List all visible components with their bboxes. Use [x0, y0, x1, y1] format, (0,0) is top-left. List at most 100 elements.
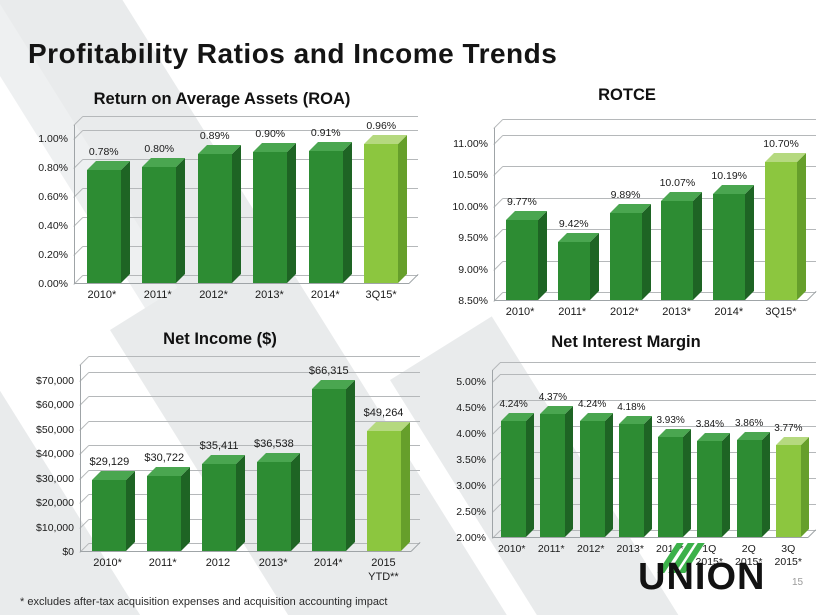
bar — [311, 380, 355, 551]
gridline — [83, 275, 418, 276]
bar-value-label: 4.18% — [617, 402, 646, 413]
gridline — [89, 543, 420, 544]
y-tick-label: $0 — [62, 546, 74, 558]
bars-container: 4.24% 4.37% 4.24% 4.18% 3.93% 3.84% 3.86% 3.77% — [494, 382, 809, 537]
x-axis-labels: 2010* 2011* 2012 2013* 2014* 2015 YTD** — [80, 557, 411, 585]
gridline — [89, 469, 420, 471]
bar — [540, 406, 574, 537]
bar-side-face — [797, 153, 807, 300]
bar-value-label: 3.86% — [734, 418, 764, 429]
x-category-label: 2Q 2015* — [735, 543, 763, 569]
gridline — [89, 372, 420, 373]
x-category-label: 2012 — [205, 557, 231, 569]
slide-title: Profitability Ratios and Income Trends — [28, 38, 558, 69]
gridline — [83, 188, 418, 189]
bar — [202, 455, 246, 551]
y-tick-label: 4.50% — [456, 402, 486, 414]
y-tick-label: 0.80% — [38, 162, 68, 174]
x-axis-labels: 2010* 2011* 2012* 2013* 2014* 3Q15* — [494, 306, 807, 320]
gridline — [503, 135, 816, 136]
bar-value-label: $35,411 — [199, 440, 239, 452]
footnote: * excludes after-tax acquisition expense… — [20, 596, 388, 608]
y-tick-label: 10.50% — [452, 169, 488, 182]
x-category-label: 2011* — [558, 306, 587, 318]
x-axis-line — [492, 537, 808, 538]
bar — [775, 437, 809, 537]
bar-value-label: 3.77% — [774, 423, 803, 434]
bar — [658, 429, 692, 537]
bars-container: $29,129 $30,722 $35,411 $36,538 $66,315 $49,2… — [82, 365, 411, 551]
bar-value-label: 0.91% — [310, 127, 341, 139]
bar-slot: 4.24% — [494, 382, 535, 537]
plot-area: 0.78% 0.80% 0.89% 0.90% 0.91% 0.96% — [74, 116, 419, 284]
bar-value-label: 9.42% — [558, 218, 589, 230]
x-category-label: 2013* — [616, 543, 644, 555]
bar-slot: 0.96% — [354, 120, 410, 283]
x-category-label: 2013* — [662, 306, 691, 318]
bar-side-face — [589, 233, 599, 300]
chart-net-interest-margin: Net Interest Margin 5.00% 4.50% 4.00% 3.50%… — [436, 333, 817, 569]
page-number: 15 — [792, 577, 804, 588]
bar-side-face — [400, 422, 410, 551]
bar — [501, 413, 535, 537]
bar-slot: 4.18% — [612, 382, 652, 537]
y-tick-label: $60,000 — [36, 399, 74, 412]
bar — [661, 192, 703, 300]
gridline — [500, 400, 816, 401]
bar-value-label: 0.78% — [88, 146, 119, 158]
bar-side-face — [745, 185, 755, 300]
bar — [197, 145, 241, 283]
bar-side-face — [800, 437, 809, 537]
bar-slot: 3.77% — [769, 382, 809, 537]
y-axis-labels: 5.00% 4.50% 4.00% 3.50% 3.00% 2.50% 2.00% — [436, 362, 492, 544]
bar-value-label: 4.24% — [577, 399, 607, 410]
bar-side-face — [398, 135, 408, 283]
y-tick-label: $10,000 — [36, 521, 74, 534]
bar — [253, 143, 297, 283]
bar-slot: 9.42% — [548, 144, 600, 300]
bar-slot: 3.93% — [651, 382, 692, 537]
gridline — [503, 197, 816, 199]
bar — [86, 161, 130, 283]
bar-slot: $35,411 — [192, 381, 247, 551]
chart-net-income: Net Income ($) $70,000 $60,000 $50,000 $40,… — [20, 330, 421, 585]
bar-side-face — [342, 142, 352, 283]
gridline — [500, 504, 816, 505]
bar-slot: $36,538 — [246, 381, 301, 551]
bar — [256, 453, 300, 551]
y-tick-label: 1.00% — [38, 133, 68, 145]
x-category-label: 2012* — [199, 289, 228, 301]
gridline — [503, 229, 816, 231]
gridline — [83, 246, 418, 247]
bar-side-face — [345, 380, 355, 551]
bar-slot: 0.91% — [298, 127, 354, 283]
gridline — [89, 396, 420, 398]
bar-slot: $49,264 — [356, 381, 411, 551]
x-category-label: 3Q15* — [765, 306, 797, 318]
bar-value-label: 9.89% — [610, 189, 641, 201]
bar-value-label: 4.37% — [538, 392, 568, 403]
plot-row: 1.00% 0.80% 0.60% 0.40% 0.20% 0.00% 0.78% 0.80… — [26, 116, 419, 290]
plot-frame-line — [500, 362, 816, 363]
bar-side-face — [290, 453, 300, 551]
bar-slot: 10.07% — [651, 144, 703, 300]
bar-side-face — [181, 467, 191, 551]
gridline — [500, 452, 816, 453]
bar — [579, 413, 613, 537]
gridline — [500, 478, 816, 479]
gridline — [503, 260, 816, 262]
x-category-label: 1Q 2015* — [695, 543, 723, 569]
bar-slot: 9.77% — [496, 144, 548, 300]
bar-slot: 0.90% — [243, 128, 299, 283]
x-category-label: 2012* — [610, 306, 639, 318]
bar-side-face — [231, 145, 241, 283]
y-axis-labels: $70,000 $60,000 $50,000 $40,000 $30,000 $20,0… — [20, 356, 80, 558]
bar-side-face — [693, 192, 703, 300]
x-axis-line — [494, 300, 807, 301]
x-category-label: 2011* — [537, 543, 565, 555]
y-tick-label: $50,000 — [36, 423, 74, 436]
y-tick-label: 0.40% — [38, 220, 68, 232]
gridline — [500, 426, 816, 427]
gridline — [89, 420, 420, 422]
x-category-label: 2012* — [577, 543, 605, 555]
